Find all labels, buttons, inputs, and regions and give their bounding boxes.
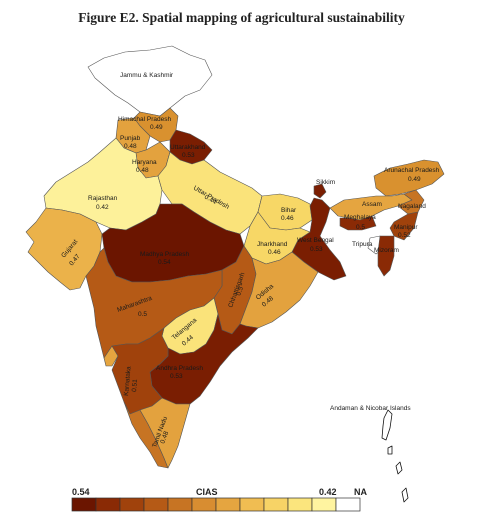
label-west-bengal-name: West Bengal	[297, 237, 334, 244]
region-manipur	[389, 211, 419, 241]
legend-swatch	[263, 497, 289, 512]
label-madhya-pradesh-name: Madhya Pradesh	[140, 251, 190, 258]
label-uttarakhand-name: Uttarakhand	[170, 144, 206, 151]
legend-swatch	[191, 497, 217, 512]
legend-swatch	[71, 497, 97, 512]
label-sikkim-name: Sikkim	[316, 179, 335, 186]
label-nagaland-name: Nagaland	[398, 203, 426, 210]
label-himachal-value: 0.49	[150, 124, 163, 131]
legend-swatch	[287, 497, 313, 512]
label-andhra-pradesh-name: Andhra Pradesh	[156, 365, 203, 372]
legend-swatch	[119, 497, 145, 512]
legend-min-label: 0.42	[319, 487, 337, 497]
legend-title: CIAS	[196, 487, 218, 497]
region-west-bengal	[291, 197, 347, 281]
label-jharkhand-value: 0.46	[268, 249, 281, 256]
label-uttarakhand-value: 0.53	[182, 152, 195, 159]
label-karnataka-name: Karnataka	[123, 366, 133, 397]
legend-na-label: NA	[354, 487, 367, 497]
legend-swatch	[95, 497, 121, 512]
region-tamil-nadu	[139, 397, 191, 469]
label-andhra-pradesh-value: 0.53	[170, 373, 183, 380]
region-karnataka	[111, 327, 169, 415]
label-himachal-name: Himachal Pradesh	[118, 116, 171, 123]
region-arunachal	[373, 159, 445, 197]
region-meghalaya	[339, 215, 377, 231]
legend-swatches	[71, 497, 361, 512]
label-maharashtra-value: 0.5	[138, 311, 147, 318]
region-mizoram	[377, 235, 395, 277]
region-odisha	[239, 251, 319, 329]
label-karnataka-value: 0.51	[131, 379, 139, 393]
region-labels: Jammu & Kashmir Himachal Pradesh 0.49 Pu…	[60, 72, 440, 449]
label-meghalaya-value: 0.5	[356, 224, 365, 231]
legend: 0.54 CIAS 0.42 NA	[71, 487, 367, 512]
label-manipur-name: Manipur	[394, 224, 418, 231]
legend-swatch	[215, 497, 241, 512]
label-west-bengal-value: 0.53	[310, 246, 323, 253]
label-meghalaya-name: Meghalaya	[344, 214, 376, 221]
label-jammu-kashmir: Jammu & Kashmir	[120, 72, 174, 79]
legend-swatch	[143, 497, 169, 512]
label-chhattisgarh-value: 0.5	[235, 285, 245, 296]
region-andaman	[381, 409, 409, 503]
label-arunachal-name: Arunachal Pradesh	[384, 167, 440, 174]
label-rajasthan-value: 0.42	[96, 204, 109, 211]
legend-swatch	[335, 497, 361, 512]
label-bihar-value: 0.46	[281, 215, 294, 222]
label-rajasthan-name: Rajasthan	[88, 195, 118, 202]
label-punjab-name: Punjab	[120, 135, 141, 142]
label-haryana-value: 0.48	[136, 167, 149, 174]
label-andaman: Andaman & Nicobar Islands	[330, 405, 411, 412]
region-goa	[103, 345, 119, 367]
legend-swatch	[311, 497, 337, 512]
label-tamil-nadu-value: 0.48	[159, 430, 170, 445]
label-bihar-name: Bihar	[281, 207, 297, 214]
label-haryana-name: Haryana	[132, 159, 157, 166]
label-mizoram-name: Mizoram	[374, 247, 399, 254]
region-sikkim	[313, 183, 327, 199]
legend-swatch	[167, 497, 193, 512]
label-tripura-name: Tripura	[352, 241, 373, 248]
label-arunachal-value: 0.49	[408, 176, 421, 183]
label-manipur-value: 0.52	[398, 232, 411, 239]
label-madhya-pradesh-value: 0.54	[158, 259, 171, 266]
label-jharkhand-name: Jharkhand	[257, 241, 288, 248]
region-gujarat	[25, 207, 103, 291]
figure-title: Figure E2. Spatial mapping of agricultur…	[78, 10, 405, 25]
legend-max-label: 0.54	[72, 487, 90, 497]
legend-swatch	[239, 497, 265, 512]
label-punjab-value: 0.48	[124, 143, 137, 150]
region-jammu-kashmir	[87, 45, 213, 117]
label-assam-name: Assam	[362, 201, 382, 208]
